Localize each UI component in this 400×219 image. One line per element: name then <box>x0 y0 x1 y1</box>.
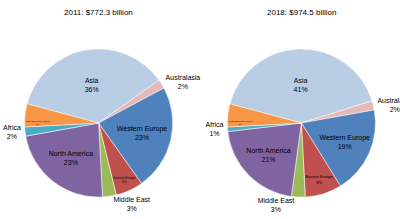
svg-text:Western Europe19%: Western Europe19% <box>319 134 370 150</box>
svg-text:Western Europe23%: Western Europe23% <box>117 125 168 141</box>
svg-text:South and Central America5%: South and Central America5% <box>26 120 51 125</box>
svg-text:2018: $974.5 billion: 2018: $974.5 billion <box>267 8 336 17</box>
svg-text:Australasia2%: Australasia2% <box>166 74 201 90</box>
svg-text:Asia41%: Asia41% <box>294 77 308 93</box>
svg-text:Asia36%: Asia36% <box>85 77 99 93</box>
svg-text:Africa1%: Africa1% <box>206 121 224 137</box>
svg-text:North America21%: North America21% <box>246 147 290 163</box>
svg-text:Eastern Europe6%: Eastern Europe6% <box>114 176 136 184</box>
svg-text:2011: $772.3 billion: 2011: $772.3 billion <box>64 8 133 17</box>
svg-text:Middle East3%: Middle East3% <box>113 196 150 212</box>
svg-text:North America23%: North America23% <box>49 150 93 166</box>
svg-text:Australasia2%: Australasia2% <box>377 97 400 113</box>
svg-text:South and Central America5%: South and Central America5% <box>228 120 253 125</box>
svg-text:Africa2%: Africa2% <box>3 124 21 140</box>
svg-text:Eastern Europe8%: Eastern Europe8% <box>305 174 334 184</box>
svg-text:Middle East3%: Middle East3% <box>258 197 295 213</box>
